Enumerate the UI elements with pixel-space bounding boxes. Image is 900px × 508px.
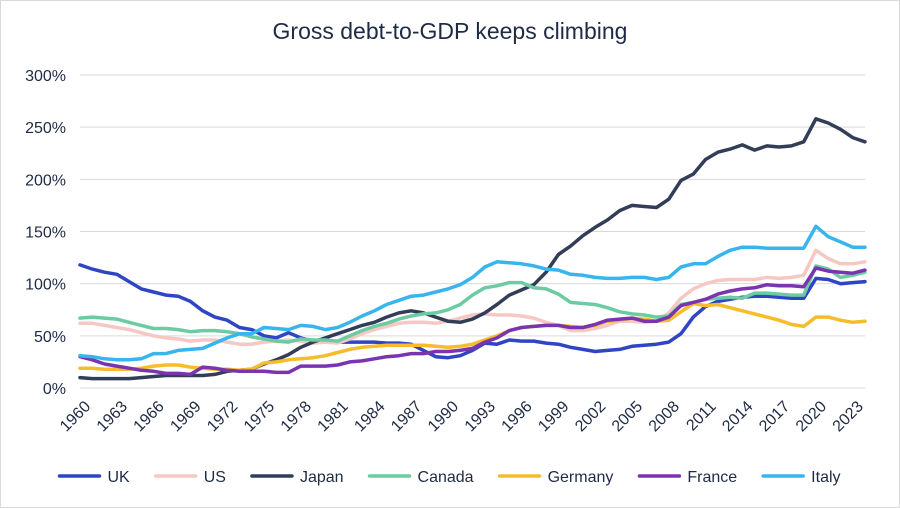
x-tick-label: 1981 xyxy=(315,398,352,435)
legend-label: Italy xyxy=(811,469,840,486)
x-tick-label: 1963 xyxy=(94,398,131,435)
y-tick-label: 250% xyxy=(25,120,66,137)
x-tick-label: 2011 xyxy=(683,398,719,434)
legend-label: France xyxy=(687,469,737,486)
y-tick-label: 100% xyxy=(25,277,66,294)
x-axis-ticks: 1960 1963 1966 1969 1972 1975 1978 1981 1984 1987… xyxy=(57,398,867,435)
legend-label: Canada xyxy=(418,469,474,486)
y-tick-label: 150% xyxy=(25,225,66,242)
y-tick-label: 50% xyxy=(34,329,66,346)
y-tick-label: 0% xyxy=(43,381,66,398)
x-tick-label: 2008 xyxy=(646,398,683,435)
legend-label: UK xyxy=(107,469,130,486)
series-line-canada xyxy=(78,264,867,344)
legend-label: Germany xyxy=(548,469,614,486)
chart-title: Gross debt-to-GDP keeps climbing xyxy=(272,18,628,44)
legend-label: US xyxy=(204,469,226,486)
legend-item-japan: Japan xyxy=(250,469,344,486)
series-line-japan xyxy=(78,117,867,381)
x-tick-label: 1966 xyxy=(131,398,168,435)
x-tick-label: 1993 xyxy=(462,398,499,435)
x-tick-label: 1996 xyxy=(499,398,536,435)
x-tick-label: 1990 xyxy=(425,398,462,435)
series-line-italy xyxy=(78,224,867,362)
x-tick-label: 2023 xyxy=(830,398,867,435)
legend-label: Japan xyxy=(300,469,344,486)
gridlines xyxy=(80,74,865,389)
x-tick-label: 2017 xyxy=(756,398,793,435)
x-tick-label: 1999 xyxy=(535,398,572,435)
legend-item-germany: Germany xyxy=(497,469,614,486)
legend-item-france: France xyxy=(637,469,737,486)
x-tick-label: 2020 xyxy=(793,398,830,435)
x-tick-label: 1978 xyxy=(278,398,315,435)
x-tick-label: 2005 xyxy=(609,398,646,435)
x-tick-label: 1972 xyxy=(204,398,241,435)
x-tick-label: 1987 xyxy=(388,398,425,435)
x-tick-label: 2014 xyxy=(719,398,756,435)
y-axis-ticks: 0% 50% 100% 150% 200% 250% 300% xyxy=(25,68,66,398)
x-tick-label: 1969 xyxy=(167,398,204,435)
series-lines xyxy=(78,117,867,381)
y-tick-label: 200% xyxy=(25,172,66,189)
x-tick-label: 1960 xyxy=(57,398,94,435)
x-tick-label: 2002 xyxy=(572,398,609,435)
legend-item-uk: UK xyxy=(57,469,130,486)
x-tick-label: 1975 xyxy=(241,398,278,435)
y-tick-label: 300% xyxy=(25,68,66,85)
legend-item-us: US xyxy=(153,469,226,486)
legend-item-canada: Canada xyxy=(367,469,474,486)
series-line-us xyxy=(78,248,867,346)
legend-item-italy: Italy xyxy=(761,469,841,486)
x-tick-label: 1984 xyxy=(351,398,388,435)
series-line-france xyxy=(78,266,867,377)
legend: UK US Japan Canada Germany France Italy xyxy=(57,469,841,486)
